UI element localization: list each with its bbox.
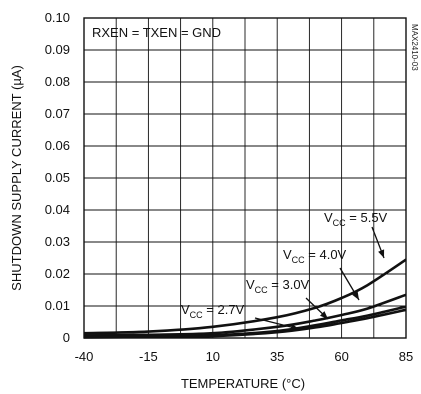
y-tick-label: 0.05 (45, 170, 70, 185)
y-tick-label: 0.02 (45, 266, 70, 281)
figure-code: MAX2410-03 (410, 24, 419, 71)
callout-arrows (254, 226, 385, 331)
y-tick-label: 0.07 (45, 106, 70, 121)
x-tick-label: 10 (206, 349, 220, 364)
callout-arrowhead (320, 311, 328, 319)
series-label: VCC = 5.5V (324, 210, 388, 228)
x-tick-label: -40 (75, 349, 94, 364)
y-tick-label: 0.09 (45, 42, 70, 57)
series-label: VCC = 2.7V (181, 302, 245, 320)
y-tick-label: 0.10 (45, 10, 70, 25)
y-tick-label: 0.01 (45, 298, 70, 313)
y-tick-labels: 0 0.01 0.02 0.03 0.04 0.05 0.06 0.07 0.08 0.09 0.1… (45, 10, 70, 345)
y-tick-label: 0.04 (45, 202, 70, 217)
callout-arrowhead (290, 323, 299, 331)
x-tick-label: 85 (399, 349, 413, 364)
callout-arrowhead (378, 249, 385, 258)
series-label: VCC = 3.0V (246, 277, 310, 295)
series-line-0 (83, 258, 407, 335)
y-tick-label: 0.08 (45, 74, 70, 89)
condition-annotation: RXEN = TXEN = GND (92, 25, 221, 40)
series-line-3 (83, 308, 407, 339)
x-tick-label: -15 (139, 349, 158, 364)
y-tick-label: 0.03 (45, 234, 70, 249)
x-axis-title: TEMPERATURE (°C) (181, 376, 305, 391)
series-label: VCC = 4.0V (283, 247, 347, 265)
x-tick-label: 60 (334, 349, 348, 364)
callout-arrowhead (352, 291, 359, 300)
x-tick-labels: -40 -15 10 35 60 85 (75, 349, 414, 364)
y-axis-title: SHUTDOWN SUPPLY CURRENT (µA) (9, 65, 24, 291)
y-tick-label: 0 (63, 330, 70, 345)
series-line-1 (83, 293, 407, 337)
plot-frame (83, 17, 407, 339)
x-tick-label: 35 (270, 349, 284, 364)
y-tick-label: 0.06 (45, 138, 70, 153)
grid (84, 18, 406, 338)
